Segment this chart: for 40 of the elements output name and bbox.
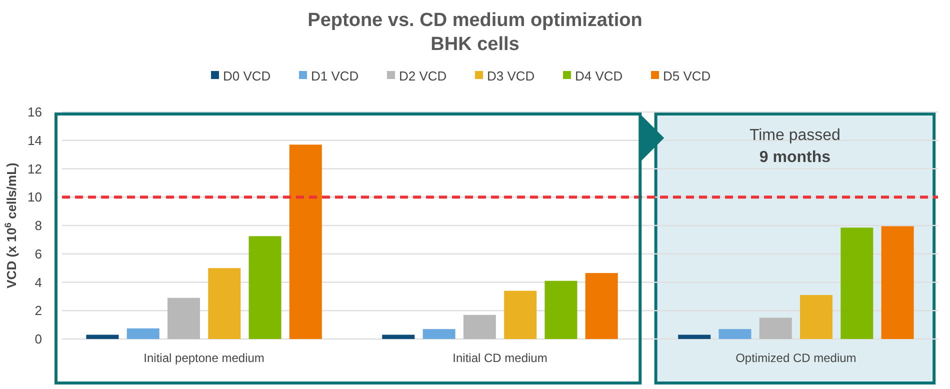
bar: [585, 273, 618, 339]
y-tick-label: 0: [34, 332, 42, 347]
x-tick-label: Initial peptone medium: [144, 351, 264, 365]
bar: [718, 329, 752, 339]
chart-subtitle: BHK cells: [430, 34, 520, 55]
y-tick-label: 4: [34, 274, 42, 290]
bar: [800, 295, 833, 339]
y-tick-label: 12: [28, 161, 42, 176]
y-tick-label: 2: [34, 303, 42, 318]
legend-label: D4 VCD: [575, 68, 623, 84]
legend-label: D5 VCD: [663, 68, 711, 84]
bar: [248, 236, 282, 339]
legend-label: D3 VCD: [487, 68, 535, 84]
x-tick-label: Optimized CD medium: [736, 351, 856, 365]
y-tick-label: 14: [28, 132, 42, 148]
annotation: Time passed: [749, 127, 840, 144]
bar: [840, 228, 874, 339]
legend-label: D0 VCD: [223, 68, 271, 84]
bar: [126, 328, 160, 339]
bar: [289, 144, 322, 339]
legend-label: D2 VCD: [399, 68, 447, 84]
y-tick-label: 6: [34, 246, 42, 262]
y-tick-label: 8: [34, 218, 42, 234]
bar: [382, 334, 415, 339]
annotation: 9 months: [759, 149, 831, 166]
legend-label: D1 VCD: [311, 68, 359, 84]
bar: [504, 290, 537, 339]
bar: [678, 334, 711, 339]
bar: [86, 334, 119, 339]
bar: [422, 329, 456, 339]
bar: [544, 280, 578, 339]
y-tick-label: 10: [28, 190, 42, 205]
x-tick-label: Initial CD medium: [452, 351, 548, 365]
bar: [463, 314, 496, 339]
chart-title: Peptone vs. CD medium optimization: [308, 10, 642, 31]
bar: [167, 298, 200, 339]
bar: [881, 226, 914, 339]
y-tick-label: 16: [28, 104, 42, 120]
bar: [759, 318, 792, 339]
bar: [208, 268, 241, 339]
